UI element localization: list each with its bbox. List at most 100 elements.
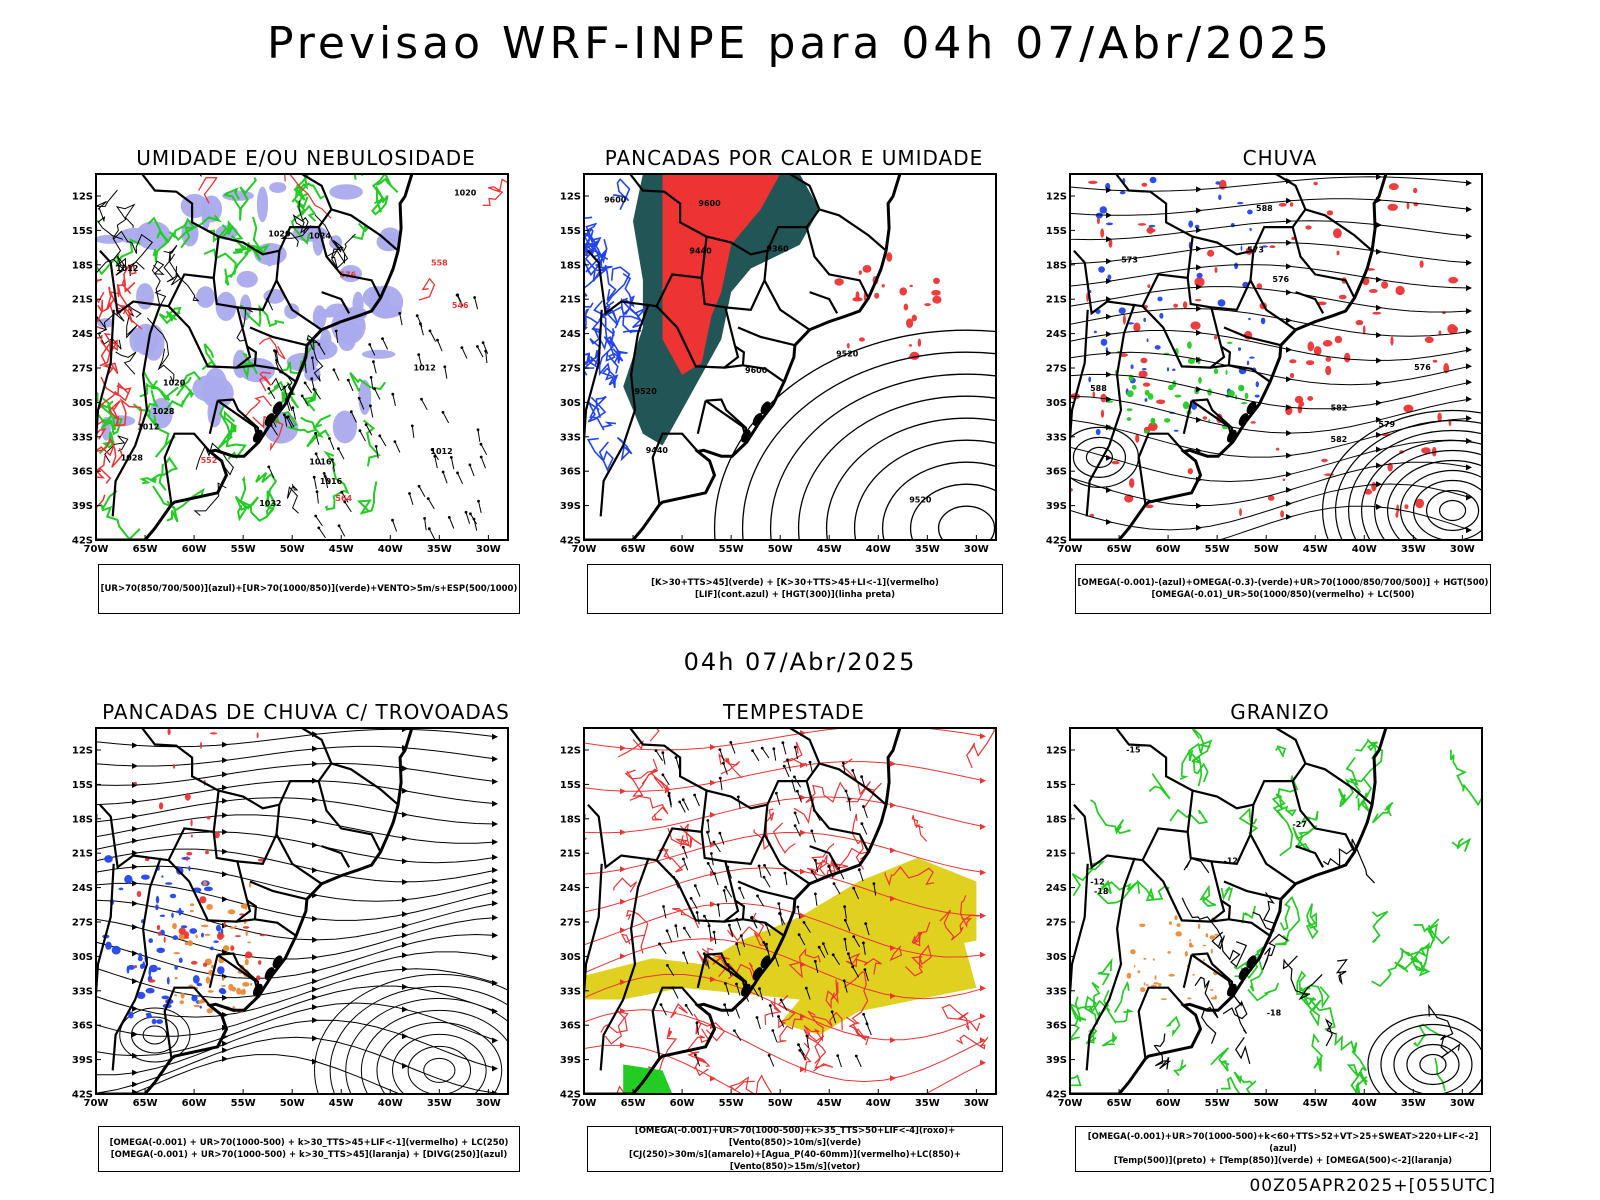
lon-label: 45W xyxy=(817,544,842,555)
wind-vector xyxy=(301,395,309,407)
streamline-850-arrow xyxy=(980,1037,986,1044)
rain-area xyxy=(1372,311,1382,315)
streamline-850-arrow xyxy=(980,985,986,992)
political-border xyxy=(254,918,297,937)
thunderstorm-area xyxy=(205,976,211,984)
wind-vector-head xyxy=(844,789,848,793)
wind-vector-head xyxy=(810,829,814,833)
wind-vector-head xyxy=(852,886,856,890)
temp-850-contour xyxy=(1097,957,1113,986)
lat-label: 42S xyxy=(1046,1090,1067,1101)
precipitable-water-contour xyxy=(851,813,865,870)
political-border xyxy=(584,863,603,1010)
wind-vector-head xyxy=(793,775,796,779)
lat-label: 42S xyxy=(72,536,93,547)
wind-vector-head xyxy=(267,387,271,390)
wind-vector xyxy=(756,1017,761,1030)
streamline-arrow xyxy=(1286,346,1292,353)
temp-850-contour xyxy=(1165,1015,1181,1038)
streamline-850-arrow xyxy=(620,979,626,986)
wind-vector xyxy=(734,1006,741,1019)
streamline-arrow xyxy=(312,1017,318,1024)
political-border xyxy=(331,208,399,252)
wind-vector xyxy=(778,1016,785,1028)
streamline-arrow xyxy=(312,745,318,752)
streamline xyxy=(1070,242,1471,265)
precipitable-water-contour xyxy=(613,877,638,893)
wind-vector-head xyxy=(707,924,711,928)
omega-blue-area xyxy=(1149,176,1157,184)
omega-area xyxy=(1168,921,1172,925)
humidity-1000-contour xyxy=(267,380,296,402)
instability-spot xyxy=(909,284,913,288)
thickness-label: 570 xyxy=(116,307,133,316)
wind-vector-head xyxy=(706,819,710,822)
divergence-area xyxy=(118,887,124,891)
precipitable-water-contour xyxy=(672,907,700,929)
streamline-850-arrow xyxy=(620,1042,626,1049)
wind-vector xyxy=(727,866,732,879)
wind-vector-head xyxy=(469,512,472,516)
streamline xyxy=(1070,461,1471,506)
rain-area xyxy=(1135,434,1140,443)
omega-area xyxy=(1143,957,1147,960)
wind-vector-head xyxy=(706,830,709,834)
lon-label: 40W xyxy=(1352,544,1377,555)
lat-label: 18S xyxy=(560,260,581,271)
wind-vector xyxy=(457,294,464,307)
divergence-area xyxy=(137,956,143,962)
political-border xyxy=(599,303,650,517)
contour-label: -27 xyxy=(1292,820,1306,829)
political-border xyxy=(1115,174,1194,279)
wind-vector xyxy=(392,520,398,532)
rain-area xyxy=(1267,495,1275,501)
streamline-arrow xyxy=(1106,236,1112,243)
contour-label: 9520 xyxy=(909,496,932,505)
lifted-index-contour xyxy=(586,437,614,472)
omega-area xyxy=(1137,970,1141,974)
omega-blue-area xyxy=(1255,381,1259,388)
wind-vector-head xyxy=(857,868,861,872)
streamline-850 xyxy=(584,728,985,751)
wind-vector-head xyxy=(373,387,376,391)
lat-label: 12S xyxy=(1046,746,1067,757)
lat-label: 33S xyxy=(1046,986,1067,997)
wind-vector-head xyxy=(722,761,725,765)
lat-label: 36S xyxy=(1046,467,1067,478)
lat-label: 33S xyxy=(560,986,581,997)
wind-vector-head xyxy=(315,490,319,493)
wind-vector-head xyxy=(724,982,727,985)
streamline-arrow xyxy=(1466,464,1472,471)
wind-vector-head xyxy=(456,293,460,297)
temp-850-contour xyxy=(1136,879,1173,902)
streamline-arrow xyxy=(222,812,228,819)
lon-label: 35W xyxy=(915,544,940,555)
streamline-arrow xyxy=(312,936,318,943)
severe-thunderstorm-area xyxy=(234,935,241,938)
lagoon-shape xyxy=(272,955,283,969)
lon-label: 55W xyxy=(1205,544,1230,555)
thunderstorm-area xyxy=(221,985,226,987)
coastline xyxy=(96,728,414,1094)
wind-vector xyxy=(736,943,741,956)
wind-vector xyxy=(313,477,317,490)
political-border xyxy=(163,432,211,505)
precipitable-water-contour xyxy=(959,895,972,929)
temp-850-contour xyxy=(1449,749,1482,807)
wind-vector xyxy=(838,868,845,880)
lon-label: 55W xyxy=(719,544,744,555)
omega-green-area xyxy=(1213,368,1219,375)
divergence-area xyxy=(148,938,153,944)
wind-vector-head xyxy=(716,903,720,907)
map-content xyxy=(96,728,508,1094)
wind-vector xyxy=(803,922,811,933)
wind-vector xyxy=(315,515,323,527)
temp-500-contour xyxy=(1181,897,1225,950)
political-border xyxy=(1085,303,1136,517)
wind-vector xyxy=(350,411,357,423)
humidity-500-area xyxy=(312,305,327,330)
wind-vector xyxy=(679,801,686,813)
streamline-arrow xyxy=(402,765,408,772)
streamline-850-arrow xyxy=(620,953,626,960)
